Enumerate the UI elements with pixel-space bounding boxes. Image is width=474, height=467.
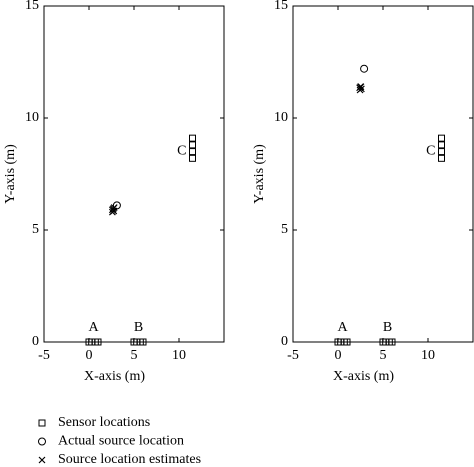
legend-label: Sensor locations: [58, 415, 150, 430]
legend-label: Source location estimates: [58, 452, 201, 467]
square-marker: [343, 338, 351, 346]
y-tick-label: 10: [274, 110, 288, 125]
square-marker: [438, 141, 445, 149]
y-tick-label: 0: [32, 334, 39, 349]
y-axis-label: Y-axis (m): [252, 144, 267, 204]
group-label: C: [177, 143, 186, 158]
group-label: C: [426, 143, 435, 158]
square-marker: [189, 134, 196, 142]
plot-frame: [292, 5, 474, 343]
y-tick-label: 10: [25, 110, 39, 125]
cross-marker: [357, 83, 365, 91]
y-tick-label: 5: [32, 222, 39, 237]
x-axis-label: X-axis (m): [333, 369, 394, 384]
cross-marker: [38, 456, 46, 464]
group-label: A: [337, 320, 348, 335]
x-tick-label: 0: [86, 348, 93, 363]
cross-marker: [110, 207, 118, 215]
group-label: B: [134, 320, 143, 335]
square-marker: [388, 338, 396, 346]
square-marker: [438, 154, 445, 162]
square-marker: [38, 419, 46, 427]
y-axis-label: Y-axis (m): [3, 144, 18, 204]
y-tick-label: 15: [274, 0, 288, 13]
square-marker: [139, 338, 147, 346]
square-marker: [189, 141, 196, 149]
x-tick-label: -5: [287, 348, 299, 363]
circle-marker: [38, 437, 46, 446]
y-tick-label: 0: [281, 334, 288, 349]
x-tick-label: 10: [421, 348, 435, 363]
group-label: A: [88, 320, 99, 335]
square-marker: [438, 134, 445, 142]
legend-label: Actual source location: [58, 434, 184, 449]
x-tick-label: -5: [38, 348, 50, 363]
x-tick-label: 0: [335, 348, 342, 363]
y-tick-label: 5: [281, 222, 288, 237]
circle-marker: [112, 201, 121, 210]
square-marker: [94, 338, 102, 346]
group-label: B: [383, 320, 392, 335]
y-tick-label: 15: [25, 0, 39, 13]
square-marker: [189, 154, 196, 162]
x-tick-label: 5: [380, 348, 387, 363]
x-tick-label: 10: [172, 348, 186, 363]
x-axis-label: X-axis (m): [84, 369, 145, 384]
square-marker: [438, 148, 445, 156]
circle-marker: [360, 64, 369, 73]
x-tick-label: 5: [131, 348, 138, 363]
square-marker: [189, 148, 196, 156]
plot-frame: [43, 5, 225, 343]
